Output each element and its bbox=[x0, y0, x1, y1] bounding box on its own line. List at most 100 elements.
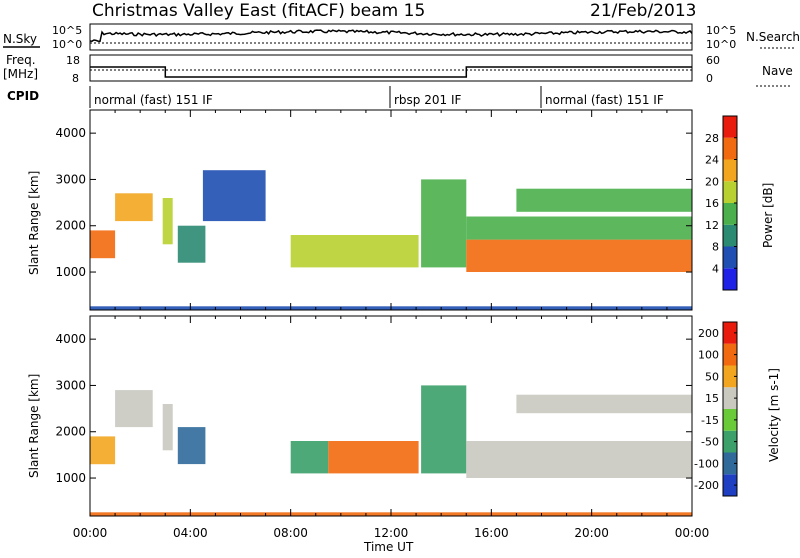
colorbar-tick-label: 200 bbox=[698, 327, 719, 340]
cpid-mode-2: rbsp 201 IF bbox=[394, 93, 461, 107]
colorbar-segment bbox=[723, 246, 737, 269]
velocity-ylabel: Slant Range [km] bbox=[27, 374, 41, 478]
scatter-band bbox=[466, 216, 693, 240]
scatter-band bbox=[516, 188, 692, 212]
noise-tick-left-high: 10^5 bbox=[52, 24, 82, 37]
noise-tick-right-high: 10^5 bbox=[706, 24, 736, 37]
scatter-band bbox=[290, 441, 329, 474]
colorbar-segment bbox=[723, 343, 737, 366]
power-colorbar: 4 8 12 16 20 24 28 bbox=[705, 115, 738, 291]
nsearch-label: N.Search bbox=[746, 30, 800, 44]
scatter-band bbox=[162, 404, 173, 451]
colorbar-tick-label: 4 bbox=[712, 262, 719, 275]
colorbar-tick-label: 20 bbox=[705, 175, 719, 188]
time-tick-label: 20:00 bbox=[574, 526, 609, 540]
cpid-label: CPID bbox=[7, 89, 39, 103]
scatter-band bbox=[115, 193, 153, 222]
colorbar-tick-label: 15 bbox=[705, 392, 719, 405]
velocity-axes: 1000 2000 3000 4000 bbox=[55, 316, 693, 516]
y-tick-label: 4000 bbox=[55, 126, 86, 140]
freq-label-line2: [MHz] bbox=[3, 67, 38, 81]
colorbar-segment bbox=[723, 474, 737, 496]
scatter-band bbox=[421, 179, 467, 268]
scatter-band bbox=[162, 198, 173, 245]
colorbar-tick-label: 8 bbox=[712, 241, 719, 254]
colorbar-tick-label: 12 bbox=[705, 219, 719, 232]
colorbar-segment bbox=[723, 181, 737, 203]
freq-tick-low: 8 bbox=[72, 72, 79, 85]
velocity-panel: 1000 2000 3000 4000 Slant Range [km] 200 100… bbox=[27, 315, 781, 554]
time-axis: 00:00 04:00 08:00 12:00 16:00 20:00 00:00 bbox=[73, 526, 710, 540]
power-ylabel: Slant Range [km] bbox=[27, 171, 41, 275]
time-tick-label: 04:00 bbox=[173, 526, 208, 540]
colorbar-tick-label: 24 bbox=[705, 154, 719, 167]
colorbar-segment bbox=[723, 137, 737, 160]
velocity-heatmap bbox=[90, 385, 693, 516]
colorbar-segment bbox=[723, 409, 737, 431]
nave-tick-low: 0 bbox=[706, 72, 713, 85]
colorbar-tick-label: -200 bbox=[694, 479, 719, 492]
colorbar-segment bbox=[723, 268, 737, 290]
freq-label-line1: Freq. bbox=[6, 53, 36, 67]
colorbar-segment bbox=[723, 365, 737, 388]
scatter-band bbox=[466, 239, 693, 272]
cpid-mode-3: normal (fast) 151 IF bbox=[545, 93, 664, 107]
scatter-band bbox=[290, 235, 419, 268]
power-panel: 1000 2000 3000 4000 Slant Range [km] 4 8 12 16… bbox=[27, 109, 775, 311]
colorbar-tick-label: 100 bbox=[698, 349, 719, 362]
time-axis-label: Time UT bbox=[363, 540, 414, 554]
colorbar-segment bbox=[723, 322, 737, 344]
velocity-colorbar-label: Velocity [m s-1] bbox=[767, 368, 781, 462]
noise-tick-left-low: 10^0 bbox=[52, 38, 82, 51]
colorbar-tick-label: -100 bbox=[694, 457, 719, 470]
scatter-band bbox=[421, 385, 467, 474]
colorbar-tick-label: -50 bbox=[701, 436, 719, 449]
colorbar-tick-label: 50 bbox=[705, 370, 719, 383]
y-tick-label: 2000 bbox=[55, 425, 86, 439]
date-label: 21/Feb/2013 bbox=[590, 1, 696, 21]
nsky-label: N.Sky bbox=[3, 32, 37, 46]
scatter-band bbox=[90, 436, 116, 465]
colorbar-segment bbox=[723, 430, 737, 453]
power-colorbar-label: Power [dB] bbox=[761, 183, 775, 248]
freq-panel: Freq. [MHz] 18 8 60 0 Nave bbox=[3, 53, 793, 87]
colorbar-tick-label: 16 bbox=[705, 197, 719, 210]
y-tick-label: 3000 bbox=[55, 378, 86, 392]
power-axes: 1000 2000 3000 4000 bbox=[55, 110, 693, 310]
scatter-band bbox=[177, 225, 206, 263]
y-tick-label: 2000 bbox=[55, 219, 86, 233]
beam-label: beam 15 bbox=[350, 1, 425, 21]
time-tick-label: 16:00 bbox=[474, 526, 509, 540]
colorbar-segment bbox=[723, 159, 737, 182]
cpid-row: CPID normal (fast) 151 IF rbsp 201 IF no… bbox=[7, 86, 664, 108]
time-tick-label: 08:00 bbox=[273, 526, 308, 540]
y-tick-label: 4000 bbox=[55, 332, 86, 346]
nave-tick-high: 60 bbox=[706, 54, 720, 67]
colorbar-segment bbox=[723, 203, 737, 225]
colorbar-tick-label: 28 bbox=[705, 132, 719, 145]
colorbar-segment bbox=[723, 224, 737, 247]
nave-label: Nave bbox=[762, 64, 793, 78]
y-tick-label: 1000 bbox=[55, 471, 86, 485]
time-tick-label: 00:00 bbox=[675, 526, 710, 540]
time-tick-label: 00:00 bbox=[73, 526, 108, 540]
colorbar-segment bbox=[723, 452, 737, 475]
scatter-band bbox=[328, 441, 419, 474]
scatter-band bbox=[516, 394, 692, 414]
freq-tick-high: 18 bbox=[66, 54, 80, 67]
colorbar-segment bbox=[723, 387, 737, 409]
noise-tick-right-low: 10^0 bbox=[706, 38, 736, 51]
nsky-trace bbox=[89, 29, 693, 43]
colorbar-frame bbox=[722, 321, 738, 497]
velocity-colorbar: 200 100 50 15 -15 -50 -100 -200 bbox=[694, 321, 738, 497]
scatter-band bbox=[177, 427, 206, 465]
colorbar-tick-label: -15 bbox=[701, 414, 719, 427]
power-heatmap bbox=[90, 170, 693, 310]
freq-trace bbox=[90, 66, 692, 78]
noise-panel: N.Sky 10^5 10^0 10^5 10^0 N.Search bbox=[3, 23, 800, 51]
colorbar-segment bbox=[723, 116, 737, 138]
y-tick-label: 1000 bbox=[55, 265, 86, 279]
time-tick-label: 12:00 bbox=[374, 526, 409, 540]
cpid-mode-1: normal (fast) 151 IF bbox=[94, 93, 213, 107]
